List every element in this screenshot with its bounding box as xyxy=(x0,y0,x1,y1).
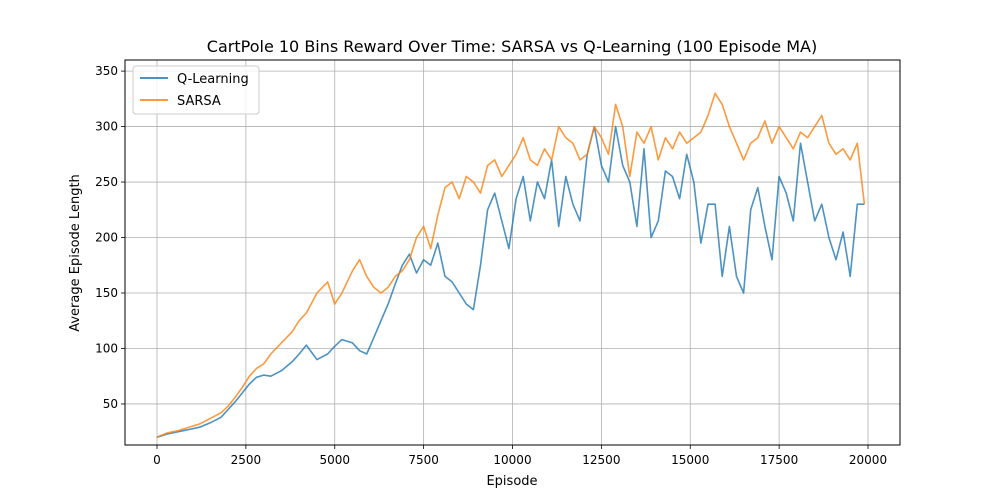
series-layer xyxy=(156,92,866,438)
y-tick-label: 150 xyxy=(95,286,118,300)
y-tick-label: 100 xyxy=(95,341,118,355)
x-tick-label: 10000 xyxy=(493,453,531,467)
y-tick-label: 250 xyxy=(95,175,118,189)
y-tick-label: 350 xyxy=(95,64,118,78)
y-tick-label: 300 xyxy=(95,120,118,134)
x-tick-label: 7500 xyxy=(408,453,439,467)
y-tick-label: 200 xyxy=(95,231,118,245)
legend-label-q-learning: Q-Learning xyxy=(177,72,249,87)
series-line-sarsa xyxy=(156,92,866,438)
x-tick-label: 2500 xyxy=(231,453,262,467)
x-tick-label: 12500 xyxy=(582,453,620,467)
x-tick-label: 17500 xyxy=(760,453,798,467)
axis-ticks: 0 2500 5000 7500 10000 12500 15000 17500 20000 50… xyxy=(95,64,887,467)
x-axis-label: Episode xyxy=(486,474,537,489)
x-tick-label: 20000 xyxy=(849,453,887,467)
chart-title: CartPole 10 Bins Reward Over Time: SARSA… xyxy=(207,37,817,56)
series-line-q-learning xyxy=(156,125,865,438)
x-tick-label: 0 xyxy=(153,453,161,467)
legend: Q-Learning SARSA xyxy=(132,65,260,115)
grid xyxy=(125,60,900,445)
y-axis-label: Average Episode Length xyxy=(68,174,83,332)
x-tick-label: 5000 xyxy=(319,453,350,467)
legend-label-sarsa: SARSA xyxy=(177,94,221,109)
y-tick-label: 50 xyxy=(103,397,118,411)
x-tick-label: 15000 xyxy=(671,453,709,467)
